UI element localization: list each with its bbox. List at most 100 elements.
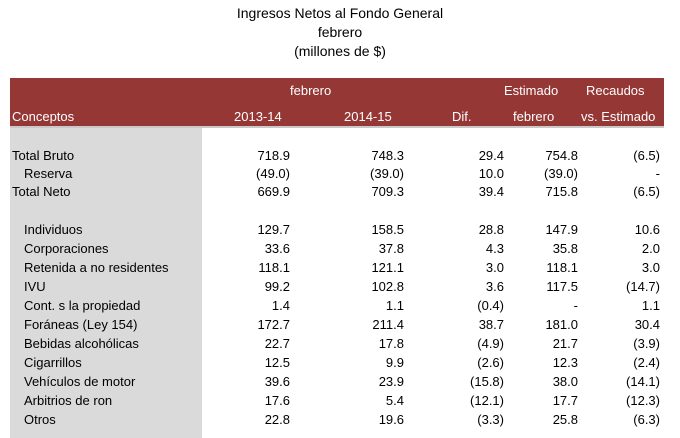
cell-2014-15: 19.6: [378, 412, 404, 427]
table-row: Corporaciones 33.6 37.8 4.3 35.8 2.0: [10, 239, 664, 258]
cell-2014-15: 158.5: [371, 222, 404, 237]
cell-estimado: 35.8: [552, 241, 578, 256]
table-row: Cont. s la propiedad 1.4 1.1 (0.4) - 1.1: [10, 296, 664, 315]
header-febrero-group: febrero: [290, 83, 332, 98]
cell-estimado: 147.9: [545, 222, 578, 237]
cell-estimado: 25.8: [552, 412, 578, 427]
header-dif: Dif.: [452, 109, 472, 124]
title-line-2: febrero: [317, 24, 363, 40]
cell-2014-15: 9.9: [385, 355, 404, 370]
cell-vs-estimado: 1.1: [641, 298, 660, 313]
cell-2014-15: 5.4: [385, 393, 404, 408]
cell-2013-14: 39.6: [264, 374, 290, 389]
row-label: Total Neto: [12, 184, 71, 199]
cell-dif: (15.8): [470, 374, 504, 389]
cell-dif: 4.3: [485, 241, 504, 256]
cell-dif: 28.8: [478, 222, 504, 237]
table-row: Arbitrios de ron 17.6 5.4 (12.1) 17.7 (1…: [10, 391, 664, 410]
table-row: Reserva (49.0) (39.0) 10.0 (39.0) -: [10, 164, 664, 183]
cell-dif: 3.6: [485, 279, 504, 294]
cell-dif: (0.4): [477, 298, 504, 313]
cell-2013-14: 33.6: [264, 241, 290, 256]
cell-2013-14: 1.4: [271, 298, 290, 313]
cell-estimado: 17.7: [552, 393, 578, 408]
cell-dif: 39.4: [478, 184, 504, 199]
header-year-2014-15: 2014-15: [344, 109, 392, 124]
cell-2013-14: 22.7: [264, 336, 290, 351]
cell-dif: (3.3): [477, 412, 504, 427]
header-vs-estimado: vs. Estimado: [581, 109, 656, 124]
table-row: IVU 99.2 102.8 3.6 117.5 (14.7): [10, 277, 664, 296]
table-row: Otros 22.8 19.6 (3.3) 25.8 (6.3): [10, 410, 664, 429]
header-divider: [10, 126, 664, 128]
cell-vs-estimado: 10.6: [634, 222, 660, 237]
header-recaudos: Recaudos: [586, 83, 645, 98]
title-line-1: Ingresos Netos al Fondo General: [236, 5, 444, 21]
cell-2014-15: 121.1: [371, 260, 404, 275]
cell-estimado: (39.0): [544, 166, 578, 181]
cell-vs-estimado: (6.5): [633, 148, 660, 163]
row-label: Otros: [24, 412, 56, 427]
cell-2013-14: 99.2: [264, 279, 290, 294]
cell-vs-estimado: (3.9): [633, 336, 660, 351]
cell-2014-15: 748.3: [371, 148, 404, 163]
cell-2014-15: 709.3: [371, 184, 404, 199]
cell-estimado: 38.0: [552, 374, 578, 389]
row-label: Bebidas alcohólicas: [24, 336, 139, 351]
cell-2013-14: 12.5: [264, 355, 290, 370]
cell-dif: 38.7: [478, 317, 504, 332]
row-label: Individuos: [24, 222, 83, 237]
cell-2014-15: 23.9: [378, 374, 404, 389]
cell-2013-14: 22.8: [264, 412, 290, 427]
row-label: Total Bruto: [12, 148, 75, 163]
cell-vs-estimado: (12.3): [626, 393, 660, 408]
cell-vs-estimado: (14.7): [626, 279, 660, 294]
cell-estimado: 118.1: [546, 260, 578, 275]
cell-2013-14: 172.7: [257, 317, 290, 332]
table-row: Vehículos de motor 39.6 23.9 (15.8) 38.0…: [10, 372, 664, 391]
header-estimado: Estimado: [504, 83, 559, 98]
cell-vs-estimado: (6.3): [633, 412, 660, 427]
row-label: Cont. s la propiedad: [24, 298, 141, 313]
table-row: Foráneas (Ley 154) 172.7 211.4 38.7 181.…: [10, 315, 664, 334]
cell-estimado: 21.7: [552, 336, 578, 351]
row-label: Vehículos de motor: [24, 374, 136, 389]
header-conceptos: Conceptos: [12, 109, 75, 124]
header-estimado-febrero: febrero: [513, 109, 555, 124]
header-year-2013-14: 2013-14: [234, 109, 282, 124]
cell-2014-15: 17.8: [378, 336, 404, 351]
table-header: febrero Estimado Recaudos Conceptos 2013…: [10, 78, 664, 126]
cell-dif: (4.9): [477, 336, 504, 351]
table-row: Retenida a no residentes 118.1 121.1 3.0…: [10, 258, 664, 277]
cell-estimado: 754.8: [545, 148, 578, 163]
cell-2014-15: 102.8: [371, 279, 404, 294]
cell-2013-14: 718.9: [257, 148, 290, 163]
cell-vs-estimado: -: [655, 166, 660, 181]
cell-estimado: 715.8: [545, 184, 578, 199]
table-row: Individuos 129.7 158.5 28.8 147.9 10.6: [10, 220, 664, 239]
cell-dif: (2.6): [477, 355, 504, 370]
cell-dif: 10.0: [478, 166, 504, 181]
cell-dif: 3.0: [485, 260, 504, 275]
cell-2013-14: 17.6: [264, 393, 290, 408]
row-label: Cigarrillos: [24, 355, 82, 370]
cell-2013-14: 118.1: [258, 260, 290, 275]
cell-vs-estimado: (6.5): [633, 184, 660, 199]
cell-2014-15: 1.1: [385, 298, 404, 313]
label-column-shade: [10, 126, 202, 438]
row-label: IVU: [24, 279, 46, 294]
cell-dif: 29.4: [478, 148, 504, 163]
cell-2014-15: (39.0): [370, 166, 404, 181]
row-label: Foráneas (Ley 154): [24, 317, 138, 332]
cell-vs-estimado: 3.0: [641, 260, 660, 275]
cell-vs-estimado: 30.4: [634, 317, 660, 332]
cell-2014-15: 211.4: [372, 317, 404, 332]
table-row: Total Neto 669.9 709.3 39.4 715.8 (6.5): [10, 182, 664, 201]
cell-vs-estimado: (14.1): [626, 374, 660, 389]
cell-vs-estimado: (2.4): [633, 355, 660, 370]
cell-vs-estimado: 2.0: [641, 241, 660, 256]
cell-dif: (12.1): [470, 393, 504, 408]
cell-2013-14: 669.9: [257, 184, 290, 199]
cell-2014-15: 37.8: [378, 241, 404, 256]
cell-2013-14: (49.0): [256, 166, 290, 181]
